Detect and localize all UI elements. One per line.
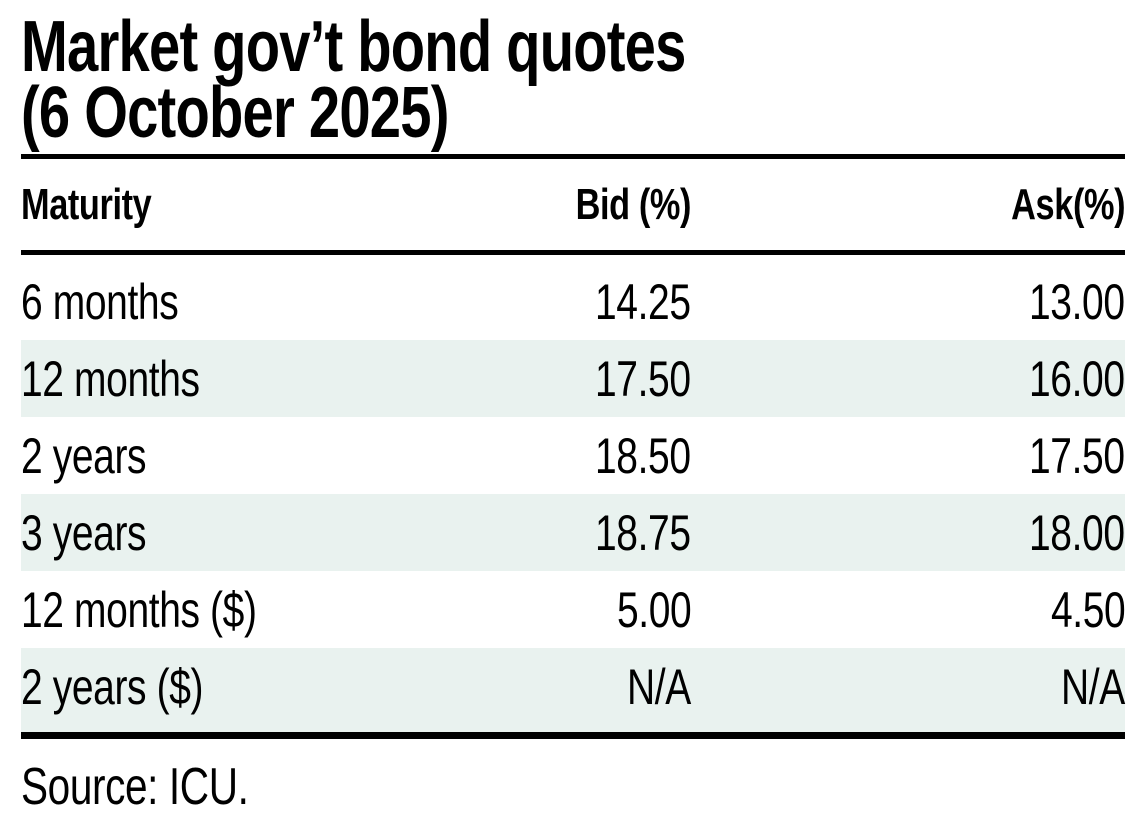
cell-maturity: 6 months [21,253,381,341]
cell-maturity: 2 years [21,417,381,494]
table-row: 12 months 17.50 16.00 [21,340,1125,417]
cell-maturity: 2 years ($) [21,648,381,736]
ask-value: N/A [1061,658,1125,715]
column-header-bid: Bid (%) [381,156,692,255]
bid-value: 18.75 [595,504,691,561]
maturity-value: 12 months ($) [21,581,257,638]
ask-value: 17.50 [1029,427,1125,484]
cell-bid: 5.00 [381,571,692,648]
source-note: Source: ICU. [21,757,1125,817]
bid-value: N/A [627,658,691,715]
bid-value: 5.00 [616,581,692,638]
cell-ask: 17.50 [691,417,1125,494]
table-row: 2 years ($) N/A N/A [21,648,1125,736]
maturity-value: 2 years [21,427,147,484]
column-header-maturity-label: Maturity [21,179,152,229]
title-line-2: (6 October 2025) [21,73,449,153]
cell-ask: 18.00 [691,494,1125,571]
cell-maturity: 12 months ($) [21,571,381,648]
table-header: Maturity Bid (%) Ask(%) [21,156,1125,255]
bid-value: 17.50 [595,350,691,407]
cell-bid: 18.50 [381,417,691,494]
bond-quotes-table: Maturity Bid (%) Ask(%) 6 months 14.25 1… [21,154,1125,739]
column-header-maturity: Maturity [21,156,381,255]
bid-value: 18.50 [595,427,691,484]
source-note-text: Source: ICU. [21,758,249,816]
title-line-1: Market gov’t bond quotes [21,7,686,87]
page-title: Market gov’t bond quotes (6 October 2025… [21,7,1125,153]
table-row: 3 years 18.75 18.00 [21,494,1125,571]
cell-ask: 16.00 [691,340,1125,417]
maturity-value: 12 months [21,350,200,407]
table-row: 2 years 18.50 17.50 [21,417,1125,494]
ask-value: 4.50 [1050,581,1126,638]
ask-value: 18.00 [1029,504,1125,561]
column-header-ask: Ask(%) [691,156,1125,255]
ask-value: 13.00 [1029,273,1125,330]
maturity-value: 6 months [21,273,179,330]
table-row: 6 months 14.25 13.00 [21,253,1125,341]
ask-value: 16.00 [1029,350,1125,407]
cell-maturity: 12 months [21,340,381,417]
column-header-bid-label: Bid (%) [575,179,692,229]
cell-ask: 4.50 [691,571,1126,648]
column-header-ask-label: Ask(%) [1010,179,1125,229]
table-body: 6 months 14.25 13.00 12 months 17.50 16.… [21,253,1125,736]
cell-ask: N/A [691,648,1125,736]
cell-bid: 17.50 [381,340,691,417]
header-row: Maturity Bid (%) Ask(%) [21,156,1125,255]
table-row: 12 months ($) 5.00 4.50 [21,571,1125,648]
bid-value: 14.25 [595,273,691,330]
cell-bid: 14.25 [381,253,691,341]
maturity-value: 2 years ($) [21,658,204,715]
cell-bid: 18.75 [381,494,691,571]
cell-bid: N/A [381,648,691,736]
cell-ask: 13.00 [691,253,1125,341]
maturity-value: 3 years [21,504,147,561]
cell-maturity: 3 years [21,494,381,571]
